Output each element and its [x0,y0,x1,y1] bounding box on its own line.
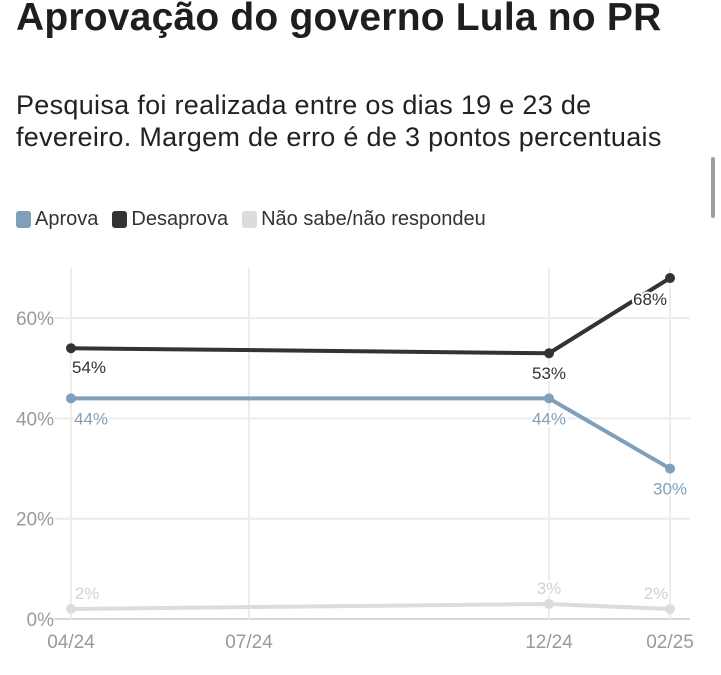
data-point [66,343,76,354]
x-tick-label: 04/24 [47,632,95,653]
y-tick-label: 40% [16,409,54,430]
x-tick-label: 02/25 [646,632,694,653]
y-tick-label: 0% [27,610,55,631]
data-label: 44% [74,409,108,428]
y-tick-label: 20% [16,510,54,531]
series-line [69,276,672,356]
data-point [544,598,554,609]
scrollbar[interactable] [711,157,715,218]
legend-item-nao-sabe[interactable]: Não sabe/não respondeu [242,208,486,231]
data-point [66,393,76,404]
series-line [69,396,672,471]
data-label: 3% [537,579,562,598]
data-point [665,463,675,474]
data-label: 2% [644,584,669,603]
series-line [69,601,672,611]
legend-label-nao-sabe: Não sabe/não respondeu [261,208,486,230]
x-tick-label: 12/24 [525,632,573,653]
legend-item-aprova[interactable]: Aprova [16,208,98,231]
data-point [665,603,675,614]
data-label: 2% [75,584,100,603]
data-point [544,348,554,359]
legend: Aprova Desaprova Não sabe/não respondeu [16,208,500,231]
legend-swatch-aprova [16,211,31,228]
data-point [66,603,76,614]
chart-title: Aprovação do governo Lula no PR [16,0,662,39]
legend-swatch-desaprova [112,211,128,228]
legend-item-desaprova[interactable]: Desaprova [112,208,228,231]
data-label: 68% [633,290,667,309]
y-tick-label: 60% [16,309,54,330]
data-point [544,393,554,404]
x-tick-label: 07/24 [225,632,273,653]
data-point [665,273,675,284]
legend-label-aprova: Aprova [35,208,99,230]
data-label: 30% [653,480,687,499]
data-label: 54% [72,358,106,377]
legend-swatch-nao-sabe [242,211,258,228]
data-label: 44% [532,409,566,428]
legend-label-desaprova: Desaprova [131,208,229,230]
data-label: 53% [532,364,566,383]
chart-subtitle: Pesquisa foi realizada entre os dias 19 … [16,90,662,152]
